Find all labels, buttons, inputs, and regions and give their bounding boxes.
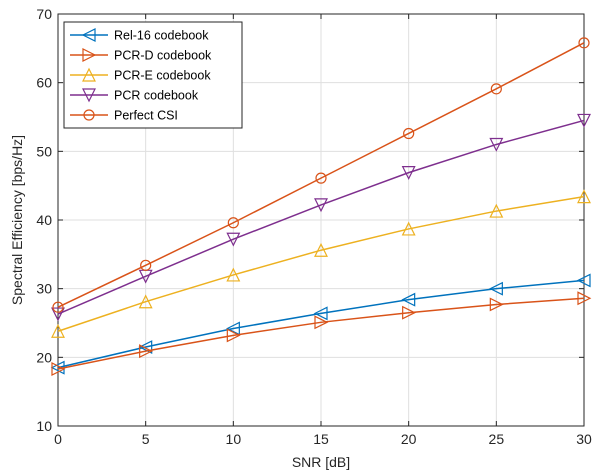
data-point	[51, 323, 65, 338]
legend-entry: Perfect CSI	[70, 109, 178, 123]
data-point	[226, 328, 241, 343]
data-point	[138, 340, 153, 355]
legend-marker	[81, 28, 96, 42]
series-line	[57, 279, 585, 369]
y-tick-label: 70	[36, 6, 52, 22]
data-point	[402, 305, 417, 320]
data-point	[401, 221, 416, 236]
data-point	[490, 83, 502, 95]
data-point	[52, 301, 64, 313]
data-point	[314, 242, 328, 257]
legend-marker	[82, 67, 96, 82]
y-tick-label: 30	[36, 281, 52, 297]
y-tick-label: 40	[36, 212, 52, 228]
data-point	[401, 292, 416, 307]
data-point	[315, 172, 327, 184]
data-point	[403, 127, 415, 140]
y-axis-label: Spectral Efficiency [bps/Hz]	[9, 135, 25, 305]
data-point	[313, 306, 328, 321]
legend-label: PCR codebook	[114, 89, 199, 103]
series-line	[57, 297, 585, 370]
data-point	[51, 307, 65, 322]
x-tick-label: 20	[401, 431, 417, 447]
data-point	[139, 344, 154, 359]
data-point	[225, 321, 240, 336]
y-tick-label: 10	[36, 418, 52, 434]
x-axis-label: SNR [dB]	[292, 454, 350, 470]
data-point	[577, 189, 591, 204]
legend-label: PCR-E codebook	[114, 69, 211, 83]
x-tick-label: 10	[226, 431, 242, 447]
data-point	[401, 166, 416, 180]
series-2	[51, 291, 592, 376]
series-line	[57, 119, 585, 315]
data-point	[314, 315, 329, 330]
series-line	[57, 195, 585, 332]
x-tick-label: 25	[489, 431, 505, 447]
data-point	[489, 203, 504, 218]
data-point	[138, 294, 153, 309]
y-tick-label: 60	[36, 75, 52, 91]
series-3	[51, 189, 591, 338]
legend: Rel-16 codebook PCR-D codebook PCR-E codeb…	[63, 21, 243, 129]
y-tick-label: 20	[36, 349, 52, 365]
data-point	[226, 267, 241, 282]
data-point	[51, 362, 66, 376]
series-1	[50, 273, 591, 375]
data-point	[140, 259, 152, 271]
legend-label: Perfect CSI	[114, 109, 178, 123]
x-tick-label: 0	[54, 431, 62, 447]
x-tick-label: 5	[142, 431, 150, 447]
x-tick-label: 30	[576, 431, 592, 447]
y-tick-label: 50	[36, 143, 52, 159]
axes	[57, 13, 585, 427]
legend-label: Rel-16 codebook	[114, 29, 209, 43]
legend-marker	[82, 48, 97, 62]
data-point	[576, 273, 591, 288]
data-point	[578, 37, 590, 49]
legend-entry: PCR-D codebook	[70, 48, 212, 63]
data-point	[226, 232, 241, 247]
data-point	[577, 113, 591, 128]
tick-labels: 0 5 10 15 20 25 30 10 20 30 40 50 60 70	[36, 6, 592, 447]
series-5	[52, 37, 590, 313]
data-point	[488, 281, 503, 296]
x-tick-label: 15	[313, 431, 329, 447]
legend-marker	[82, 88, 96, 103]
data-point	[489, 297, 504, 312]
legend-entry: PCR-E codebook	[70, 67, 211, 83]
data-point	[314, 198, 328, 213]
legend-label: PCR-D codebook	[114, 49, 212, 63]
series	[50, 37, 592, 376]
data-point	[577, 291, 592, 306]
data-point	[227, 217, 239, 229]
legend-entry: Rel-16 codebook	[70, 28, 209, 43]
series-line	[57, 42, 585, 308]
legend-entry: PCR codebook	[70, 88, 199, 103]
legend-marker	[83, 109, 95, 121]
data-point	[489, 137, 504, 152]
